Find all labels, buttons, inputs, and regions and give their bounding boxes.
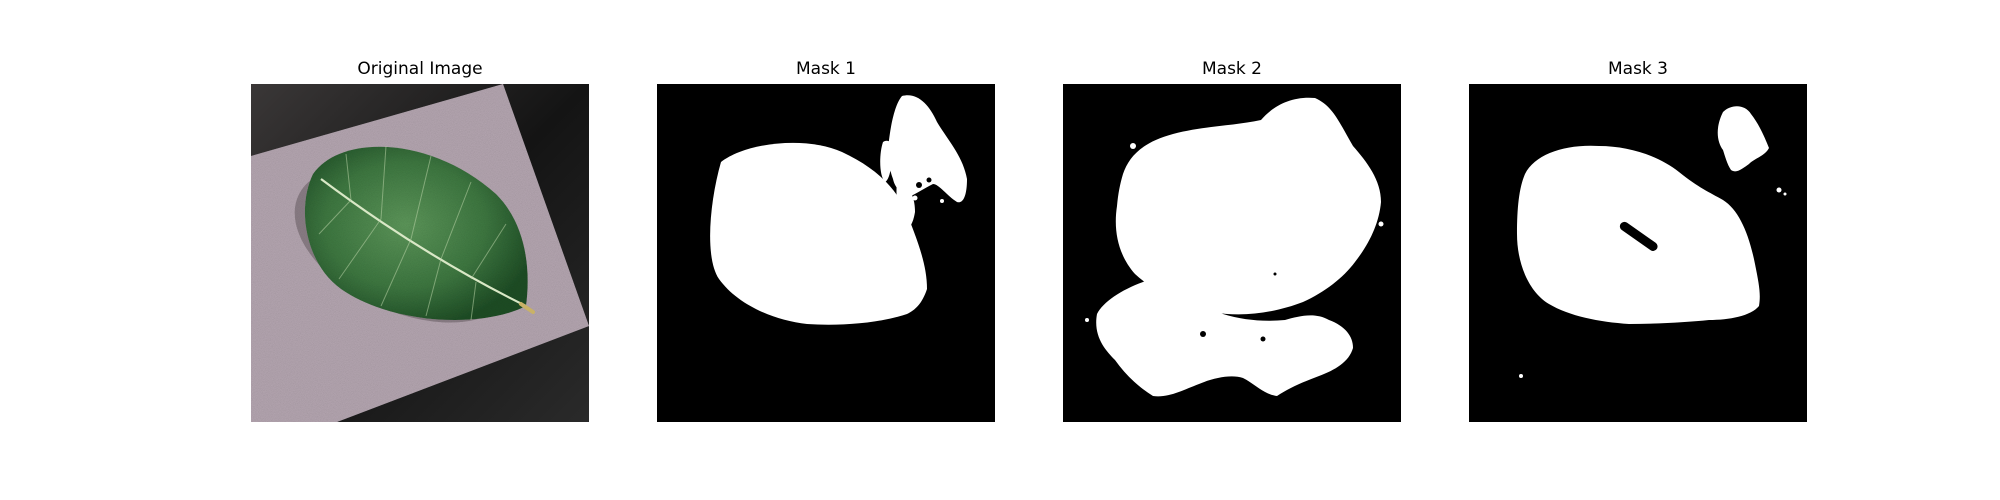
panel-title: Mask 2: [1201, 59, 1262, 79]
panel-original: Original Image: [251, 56, 589, 422]
panel-mask-1: Mask 1: [657, 56, 995, 422]
original-image: [251, 84, 589, 422]
panel-mask-2: Mask 2: [1063, 56, 1401, 422]
panel-mask-3: Mask 3: [1469, 56, 1807, 422]
panel-title: Mask 1: [795, 59, 856, 79]
panel-title: Mask 3: [1607, 59, 1668, 79]
mask-2-image: [1063, 84, 1401, 422]
mask-1-image: [657, 84, 995, 422]
mask-3-image: [1469, 84, 1807, 422]
panel-title: Original Image: [357, 59, 483, 79]
